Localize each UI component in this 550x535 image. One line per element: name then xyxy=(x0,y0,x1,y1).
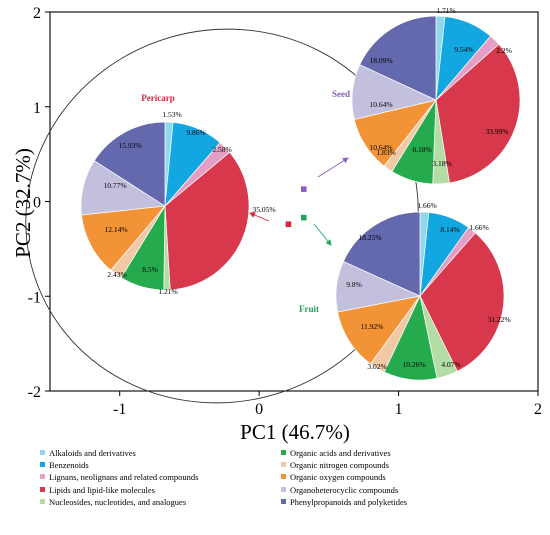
legend-item: Organic oxygen compounds xyxy=(281,471,407,483)
legend-item: Organic nitrogen compounds xyxy=(281,459,407,471)
slice-percent-label: 1.66% xyxy=(417,201,436,210)
legend-swatch xyxy=(40,474,45,480)
slice-percent-label: 2.58% xyxy=(212,145,231,154)
legend-item: Nucleosides, nucleotides, and analogues xyxy=(40,496,198,508)
legend-swatch xyxy=(40,498,45,504)
pie-title: Fruit xyxy=(299,304,319,314)
chart-text: PC1 (46.7%) PC2 (32.7%) xyxy=(11,148,350,444)
slice-percent-label: 31.22% xyxy=(487,315,510,324)
slice-percent-label: 10.64% xyxy=(369,143,392,152)
pie-title: Pericarp xyxy=(141,93,174,103)
slice-percent-label: 35.05% xyxy=(252,205,275,214)
pie-slice xyxy=(359,15,437,101)
slice-percent-label: 8.14% xyxy=(440,225,459,234)
x-tick-label: 1 xyxy=(395,401,403,418)
slice-percent-label: 1.83% xyxy=(376,148,395,157)
legend-item: Benzenoids xyxy=(40,459,198,471)
legend-item: Lipids and lipid-like molecules xyxy=(40,484,198,496)
slice-percent-label: 33.99% xyxy=(485,127,508,136)
slice-percent-label: 1.71% xyxy=(436,6,455,15)
pie-slice xyxy=(81,205,166,271)
legend-swatch xyxy=(281,486,286,492)
slice-percent-label: 10.77% xyxy=(103,181,126,190)
plot-axes: -1 0 1 2 -2 -1 0 1 2 xyxy=(28,5,542,418)
score-point xyxy=(300,186,307,192)
legend-item: Phenylpropanoids and polyketides xyxy=(281,496,407,508)
score-arrow xyxy=(249,212,270,222)
slice-percent-label: 3.18% xyxy=(432,159,451,168)
pie-slice xyxy=(93,121,166,207)
pie-fruit: 1.66% 8.14% 1.66% 31.22% 4.07% 10.26% 3.02% 11.… xyxy=(299,201,511,381)
slice-percent-label: 9.54% xyxy=(454,45,473,54)
x-tick-label: 0 xyxy=(255,401,263,418)
legend-swatch xyxy=(281,498,286,504)
y-tick-label: 0 xyxy=(33,195,41,212)
score-point xyxy=(300,214,307,221)
y-tick-label: -1 xyxy=(28,289,41,306)
legend-label: Alkaloids and derivatives xyxy=(49,448,136,458)
legend-column-left: Alkaloids and derivatives Benzenoids Ligna… xyxy=(40,447,198,508)
legend-item: Organic acids and derivatives xyxy=(281,447,407,459)
legend-swatch xyxy=(281,450,286,455)
pie-slice xyxy=(435,43,521,184)
legend-item: Alkaloids and derivatives xyxy=(40,447,198,459)
legend-swatch xyxy=(281,462,286,468)
slice-percent-label: 12.14% xyxy=(104,225,127,234)
pie-title: Seed xyxy=(332,89,350,99)
slice-percent-label: 8.5% xyxy=(142,265,158,274)
slice-percent-label: 1.53% xyxy=(162,110,181,119)
slice-percent-label: 15.93% xyxy=(118,141,141,150)
slice-percent-label: 1.21% xyxy=(158,287,177,296)
slice-percent-label: 2.43% xyxy=(107,270,126,279)
slice-percent-label: 9.86% xyxy=(186,128,205,137)
slice-percent-label: 1.66% xyxy=(469,223,488,232)
legend-label: Nucleosides, nucleotides, and analogues xyxy=(49,496,187,507)
score-arrow xyxy=(317,157,349,178)
legend-label: Lignans, neolignans and related compound… xyxy=(49,472,199,483)
legend-swatch xyxy=(40,450,45,455)
slice-percent-label: 18.25% xyxy=(358,233,381,242)
score-points xyxy=(249,157,349,246)
legend-item: Lignans, neolignans and related compound… xyxy=(40,471,198,483)
y-axis-title: PC2 (32.7%) xyxy=(11,148,35,258)
legend-swatch xyxy=(281,474,286,480)
slice-percent-label: 8.18% xyxy=(412,145,431,154)
pie-slice xyxy=(342,211,421,297)
slice-percent-label: 10.64% xyxy=(369,100,392,109)
x-tick-label: 2 xyxy=(534,401,542,418)
legend-label: Benzenoids xyxy=(49,460,89,471)
slice-percent-label: 10.26% xyxy=(402,360,425,369)
y-tick-label: 1 xyxy=(33,100,41,117)
legend-swatch xyxy=(40,462,45,468)
slice-percent-label: 2.2% xyxy=(496,46,512,55)
y-tick-label: -2 xyxy=(28,384,41,401)
pie-slice xyxy=(419,232,505,372)
legend-label: Organic nitrogen compounds xyxy=(290,460,389,471)
legend-label: Organic acids and derivatives xyxy=(290,448,391,458)
legend-label: Phenylpropanoids and polyketides xyxy=(290,496,408,507)
slice-percent-label: 9.8% xyxy=(346,280,362,289)
composition-pies: 1.53% 9.86% 2.58% 35.05% 1.21% 8.5% 2.43% 12.14… xyxy=(80,6,521,381)
legend-label: Lipids and lipid-like molecules xyxy=(49,484,155,495)
slice-percent-label: 11.92% xyxy=(361,322,384,331)
pie-pericarp: 1.53% 9.86% 2.58% 35.05% 1.21% 8.5% 2.43% 12.14… xyxy=(80,93,276,296)
y-tick-label: 2 xyxy=(33,5,41,22)
pie-seed: 1.71%9.54% 2.2%33.99%3.18%8.18%1.83%10.64… xyxy=(332,6,521,185)
pca-pie-chart: -1 0 1 2 -2 -1 0 1 2 1.53% 9.86% 2.58% 35.05% 1.21% 8… xyxy=(11,5,542,444)
x-axis-title: PC1 (46.7%) xyxy=(240,420,350,444)
legend: Alkaloids and derivatives Benzenoids Ligna… xyxy=(0,447,550,535)
x-tick-label: -1 xyxy=(113,401,126,418)
legend-item: Organoheterocyclic compounds xyxy=(281,484,407,496)
slice-percent-label: 18.09% xyxy=(369,56,392,65)
score-arrow xyxy=(313,223,332,246)
slice-percent-label: 3.02% xyxy=(367,362,386,371)
score-point xyxy=(285,221,292,228)
legend-swatch xyxy=(40,486,45,492)
legend-label: Organic oxygen compounds xyxy=(290,472,386,483)
legend-column-right: Organic acids and derivatives Organic nit… xyxy=(281,447,407,508)
pie-slice xyxy=(164,151,250,291)
slice-percent-label: 4.07% xyxy=(441,360,460,369)
pie-slice xyxy=(337,295,421,365)
legend-label: Organoheterocyclic compounds xyxy=(290,484,399,495)
